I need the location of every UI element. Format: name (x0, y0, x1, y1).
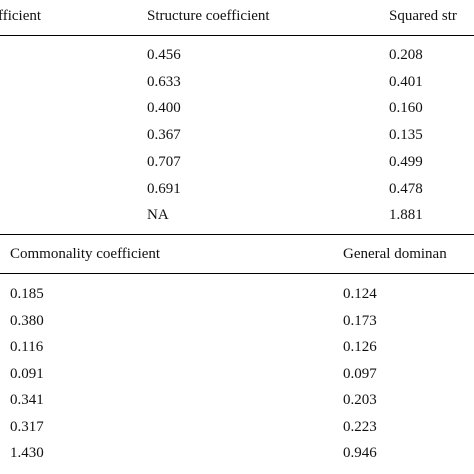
header-coefficient-truncated: fficient (0, 8, 42, 24)
commonality-coefficient-cell: 0.341 (10, 392, 44, 408)
bottom-header-rule (0, 273, 474, 274)
structure-coefficient-cell: 0.691 (147, 180, 181, 197)
general-dominance-cell: 0.097 (343, 365, 377, 382)
top-header-rule (0, 35, 474, 36)
commonality-coefficient-cell: 0.091 (10, 365, 44, 382)
general-dominance-cell: 0.946 (343, 445, 377, 461)
commonality-coefficient-cell: 0.317 (10, 418, 44, 435)
structure-coefficient-cell: NA (147, 207, 169, 224)
general-dominance-cell: 0.126 (343, 339, 377, 355)
squared-structure-cell: 0.160 (389, 100, 423, 117)
commonality-coefficient-cell: 0.380 (10, 312, 44, 329)
general-dominance-cell: 0.203 (343, 392, 377, 408)
header-squared-structure: Squared str (389, 8, 457, 24)
structure-coefficient-cell: 0.707 (147, 153, 181, 170)
squared-structure-cell: 1.881 (389, 207, 423, 224)
header-general-dominance: General dominan (343, 246, 447, 262)
commonality-coefficient-cell: 1.430 (10, 445, 44, 461)
squared-structure-cell: 0.499 (389, 153, 423, 170)
structure-coefficient-cell: 0.367 (147, 127, 181, 144)
commonality-coefficient-cell: 0.116 (10, 339, 44, 355)
header-structure-coefficient: Structure coefficient (147, 8, 270, 24)
top-table-bottom-rule (0, 234, 474, 235)
header-commonality-coefficient: Commonality coefficient (10, 246, 161, 262)
squared-structure-cell: 0.135 (389, 127, 423, 144)
general-dominance-cell: 0.173 (343, 312, 377, 329)
commonality-coefficient-cell: 0.185 (10, 286, 44, 302)
squared-structure-cell: 0.401 (389, 73, 423, 90)
structure-coefficient-cell: 0.633 (147, 73, 181, 90)
structure-coefficient-cell: 0.456 (147, 47, 181, 63)
general-dominance-cell: 0.124 (343, 286, 377, 302)
structure-coefficient-cell: 0.400 (147, 100, 181, 117)
squared-structure-cell: 0.478 (389, 180, 423, 197)
general-dominance-cell: 0.223 (343, 418, 377, 435)
squared-structure-cell: 0.208 (389, 47, 423, 63)
